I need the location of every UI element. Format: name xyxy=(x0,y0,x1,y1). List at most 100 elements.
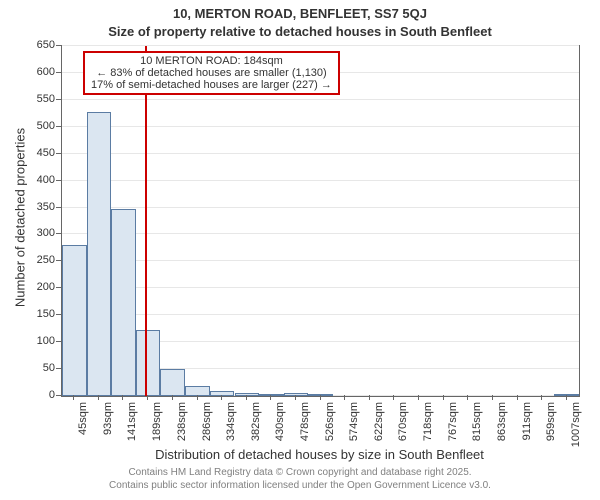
chart-title-line1: 10, MERTON ROAD, BENFLEET, SS7 5QJ xyxy=(0,6,600,21)
gridline xyxy=(62,126,579,127)
x-tick-label: 238sqm xyxy=(176,402,188,441)
chart-container: { "title1": "10, MERTON ROAD, BENFLEET, … xyxy=(0,0,600,500)
x-tick-mark xyxy=(73,395,74,400)
y-tick-label: 400 xyxy=(21,174,55,186)
x-tick-mark xyxy=(221,395,222,400)
y-tick-mark xyxy=(56,395,61,396)
x-tick-mark xyxy=(320,395,321,400)
histogram-bar xyxy=(62,245,87,396)
x-tick-label: 382sqm xyxy=(250,402,262,441)
y-tick-mark xyxy=(56,72,61,73)
x-tick-mark xyxy=(122,395,123,400)
histogram-bar xyxy=(185,386,210,396)
x-tick-label: 526sqm xyxy=(324,402,336,441)
y-tick-label: 150 xyxy=(21,308,55,320)
gridline xyxy=(62,99,579,100)
x-tick-label: 1007sqm xyxy=(570,402,582,447)
gridline xyxy=(62,153,579,154)
annotation-title: 10 MERTON ROAD: 184sqm xyxy=(91,55,332,67)
gridline xyxy=(62,260,579,261)
x-tick-label: 286sqm xyxy=(201,402,213,441)
x-tick-mark xyxy=(418,395,419,400)
histogram-bar xyxy=(235,393,260,396)
y-tick-label: 350 xyxy=(21,201,55,213)
gridline xyxy=(62,207,579,208)
x-tick-label: 141sqm xyxy=(126,402,138,441)
histogram-bar xyxy=(136,330,161,396)
x-tick-mark xyxy=(172,395,173,400)
y-tick-mark xyxy=(56,45,61,46)
histogram-bar xyxy=(87,112,112,396)
y-tick-label: 100 xyxy=(21,335,55,347)
annotation-line2: 17% of semi-detached houses are larger (… xyxy=(91,79,332,91)
y-tick-label: 250 xyxy=(21,254,55,266)
histogram-bar xyxy=(284,393,309,396)
x-tick-label: 815sqm xyxy=(471,402,483,441)
y-tick-mark xyxy=(56,180,61,181)
reference-vline xyxy=(145,46,147,396)
x-tick-label: 863sqm xyxy=(496,402,508,441)
x-tick-label: 718sqm xyxy=(422,402,434,441)
histogram-bar xyxy=(160,369,185,396)
y-tick-mark xyxy=(56,153,61,154)
x-tick-label: 574sqm xyxy=(348,402,360,441)
x-tick-mark xyxy=(443,395,444,400)
x-tick-label: 45sqm xyxy=(77,402,89,435)
y-tick-mark xyxy=(56,368,61,369)
y-tick-mark xyxy=(56,126,61,127)
x-tick-mark xyxy=(467,395,468,400)
x-tick-mark xyxy=(295,395,296,400)
x-tick-label: 430sqm xyxy=(274,402,286,441)
x-tick-label: 911sqm xyxy=(521,402,533,440)
y-tick-mark xyxy=(56,207,61,208)
footer-line2: Contains public sector information licen… xyxy=(0,480,600,491)
x-tick-mark xyxy=(197,395,198,400)
y-tick-label: 450 xyxy=(21,147,55,159)
y-tick-mark xyxy=(56,99,61,100)
y-tick-mark xyxy=(56,287,61,288)
y-tick-label: 550 xyxy=(21,93,55,105)
y-tick-label: 200 xyxy=(21,281,55,293)
gridline xyxy=(62,45,579,46)
x-tick-label: 767sqm xyxy=(447,402,459,441)
gridline xyxy=(62,233,579,234)
y-tick-label: 650 xyxy=(21,39,55,51)
x-tick-label: 189sqm xyxy=(151,402,163,441)
annotation-box: 10 MERTON ROAD: 184sqm← 83% of detached … xyxy=(83,51,340,95)
y-tick-label: 50 xyxy=(21,362,55,374)
x-tick-label: 93sqm xyxy=(102,402,114,435)
x-tick-mark xyxy=(98,395,99,400)
chart-title-line2: Size of property relative to detached ho… xyxy=(0,24,600,39)
histogram-bar xyxy=(554,394,579,396)
y-tick-label: 600 xyxy=(21,66,55,78)
x-tick-mark xyxy=(344,395,345,400)
x-tick-mark xyxy=(492,395,493,400)
gridline xyxy=(62,287,579,288)
x-tick-mark xyxy=(566,395,567,400)
y-tick-mark xyxy=(56,233,61,234)
x-tick-mark xyxy=(393,395,394,400)
x-tick-label: 670sqm xyxy=(397,402,409,441)
x-tick-mark xyxy=(246,395,247,400)
footer-line1: Contains HM Land Registry data © Crown c… xyxy=(0,467,600,478)
x-axis-label: Distribution of detached houses by size … xyxy=(61,447,578,462)
x-tick-mark xyxy=(541,395,542,400)
x-tick-mark xyxy=(270,395,271,400)
x-tick-mark xyxy=(517,395,518,400)
x-tick-mark xyxy=(147,395,148,400)
gridline xyxy=(62,314,579,315)
y-tick-mark xyxy=(56,314,61,315)
x-tick-label: 622sqm xyxy=(373,402,385,441)
annotation-line1: ← 83% of detached houses are smaller (1,… xyxy=(91,67,332,79)
plot-area xyxy=(61,45,580,397)
y-tick-mark xyxy=(56,341,61,342)
y-tick-mark xyxy=(56,260,61,261)
y-tick-label: 500 xyxy=(21,120,55,132)
x-tick-label: 334sqm xyxy=(225,402,237,441)
x-tick-label: 959sqm xyxy=(545,402,557,441)
x-tick-label: 478sqm xyxy=(299,402,311,441)
y-tick-label: 300 xyxy=(21,227,55,239)
y-tick-label: 0 xyxy=(21,389,55,401)
histogram-bar xyxy=(111,209,136,396)
gridline xyxy=(62,180,579,181)
